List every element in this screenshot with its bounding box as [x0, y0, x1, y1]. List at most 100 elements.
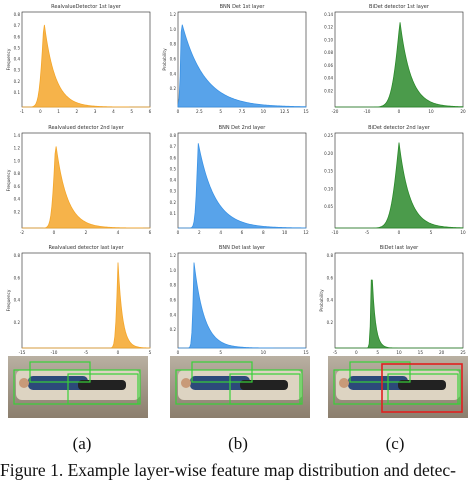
plot-frame	[334, 252, 464, 349]
x-tick-label: -20	[332, 109, 339, 114]
person-torso	[28, 376, 88, 390]
y-tick-label: 1.2	[14, 146, 21, 151]
y-tick-label: 0.2	[170, 327, 177, 332]
plot-frame	[21, 252, 151, 349]
x-tick-label: -10	[332, 230, 339, 235]
y-tick-label: 0.4	[14, 298, 21, 303]
y-tick-label: 0.04	[324, 76, 333, 81]
y-tick-label: 0.4	[170, 178, 177, 183]
y-tick-label: 0.4	[14, 57, 21, 62]
x-tick-label: 12	[303, 230, 309, 235]
y-tick-label: 0.6	[14, 275, 21, 280]
y-tick-label: 0.2	[170, 86, 177, 91]
y-tick-label: 0.7	[14, 23, 21, 28]
x-tick-label: 5	[219, 109, 222, 114]
x-tick-label: -5	[365, 230, 370, 235]
x-tick-label: 8	[262, 230, 265, 235]
person-torso	[190, 376, 250, 390]
density-area	[335, 279, 463, 349]
y-axis-label: Frequency	[6, 169, 11, 191]
person-head	[181, 378, 191, 388]
y-tick-label: 0.8	[170, 133, 177, 138]
y-tick-label: 0.8	[14, 253, 21, 258]
y-tick-label: 0.02	[324, 88, 333, 93]
y-tick-label: 0.25	[324, 133, 333, 138]
y-tick-label: 1.2	[170, 12, 177, 17]
histogram-panel-5: 0 2 4 6 8 10 12 0.8 0.7 0.6 0.5 0.4 0.3 0.2 0.1	[170, 132, 309, 235]
x-tick-label: 0	[177, 109, 180, 114]
panel-title: BiDet detector 2nd layer	[368, 125, 430, 131]
x-tick-label: 0	[177, 350, 180, 355]
panel-title: BNN Det 2nd layer	[218, 125, 266, 131]
x-tick-label: 5	[149, 350, 152, 355]
y-tick-label: 0.4	[327, 298, 334, 303]
y-tick-label: 0.2	[327, 320, 334, 325]
histogram-panel-9: -5 0 5 10 15 20 25 0.8 0.6 0.4 0.2 Probability	[319, 252, 466, 355]
y-tick-label: 0.8	[170, 283, 177, 288]
x-tick-label: -10	[51, 350, 58, 355]
y-tick-label: 0.14	[324, 12, 333, 17]
x-tick-label: 0	[53, 230, 56, 235]
detection-box-red	[381, 363, 463, 413]
x-tick-label: 15	[418, 350, 424, 355]
x-tick-label: 0	[177, 230, 180, 235]
person-head	[19, 378, 29, 388]
x-tick-label: -2	[20, 230, 25, 235]
density-area	[335, 142, 464, 229]
x-tick-label: 20	[460, 109, 466, 114]
density-area	[177, 24, 307, 108]
panel-title: BNN Det last layer	[218, 245, 266, 251]
x-tick-label: 10	[261, 350, 267, 355]
y-tick-label: 1.0	[14, 158, 21, 163]
x-tick-label: 0	[398, 230, 401, 235]
panel-title: BiDet detector 1st layer	[369, 4, 429, 10]
x-tick-label: 4	[112, 109, 115, 114]
x-tick-label: 4	[219, 230, 222, 235]
x-tick-label: 6	[149, 230, 152, 235]
x-tick-label: 6	[149, 109, 152, 114]
histogram-panel-6: -10 -5 0 5 10 0.25 0.20 0.15 0.10 0.05	[324, 132, 466, 235]
y-tick-label: 0.3	[170, 189, 177, 194]
y-tick-label: 0.5	[170, 166, 177, 171]
y-tick-label: 0.05	[324, 204, 333, 209]
person-torso	[348, 376, 408, 390]
y-tick-label: 0.12	[324, 25, 333, 30]
x-tick-label: 25	[460, 350, 466, 355]
density-area	[335, 22, 464, 108]
x-tick-label: 5	[130, 109, 133, 114]
y-tick-label: 0.2	[14, 320, 21, 325]
y-axis-label: Probability	[162, 48, 167, 71]
person-head	[339, 378, 349, 388]
histogram-panel-4: -2 0 2 4 6 1.4 1.2 1.0 0.8 0.6 0.4 0.2 Frequency	[6, 132, 152, 235]
figure-caption: Figure 1. Example layer-wise feature map…	[0, 460, 456, 480]
x-tick-label: 0	[355, 350, 358, 355]
x-tick-label: 15	[303, 109, 309, 114]
histogram-panel-7: -15 -10 -5 0 5 0.8 0.6 0.4 0.2 Frequency	[6, 252, 152, 355]
x-tick-label: -5	[333, 350, 338, 355]
detection-photo-1	[8, 356, 148, 418]
detection-box	[29, 361, 91, 383]
x-tick-label: 0	[39, 109, 42, 114]
x-tick-label: 2	[198, 230, 201, 235]
subfigure-label-b: (b)	[228, 434, 248, 453]
y-axis-label: Probability	[319, 289, 324, 312]
x-tick-label: 0	[117, 350, 120, 355]
x-tick-label: 2.5	[196, 109, 203, 114]
x-tick-label: 5	[430, 230, 433, 235]
histogram-panel-2: 0 2.5 5 7.5 10 12.5 15 1.2 1.0 0.8 0.6 0.4 0.2 Probab…	[162, 11, 309, 114]
panel-title: BiDet last layer	[379, 245, 419, 251]
x-tick-label: 10	[428, 109, 434, 114]
y-tick-label: 0.6	[170, 155, 177, 160]
y-axis-label: Frequency	[6, 289, 11, 311]
density-area	[22, 146, 151, 229]
panel-title: RealvalueDetector 1st layer	[51, 4, 121, 10]
detection-photo-3	[328, 356, 468, 418]
x-tick-label: 15	[303, 350, 309, 355]
y-tick-label: 0.8	[14, 171, 21, 176]
y-tick-label: 0.7	[170, 144, 177, 149]
x-tick-label: 10	[396, 350, 402, 355]
x-tick-label: 4	[117, 230, 120, 235]
x-tick-label: 10	[282, 230, 288, 235]
detection-box	[67, 373, 139, 405]
